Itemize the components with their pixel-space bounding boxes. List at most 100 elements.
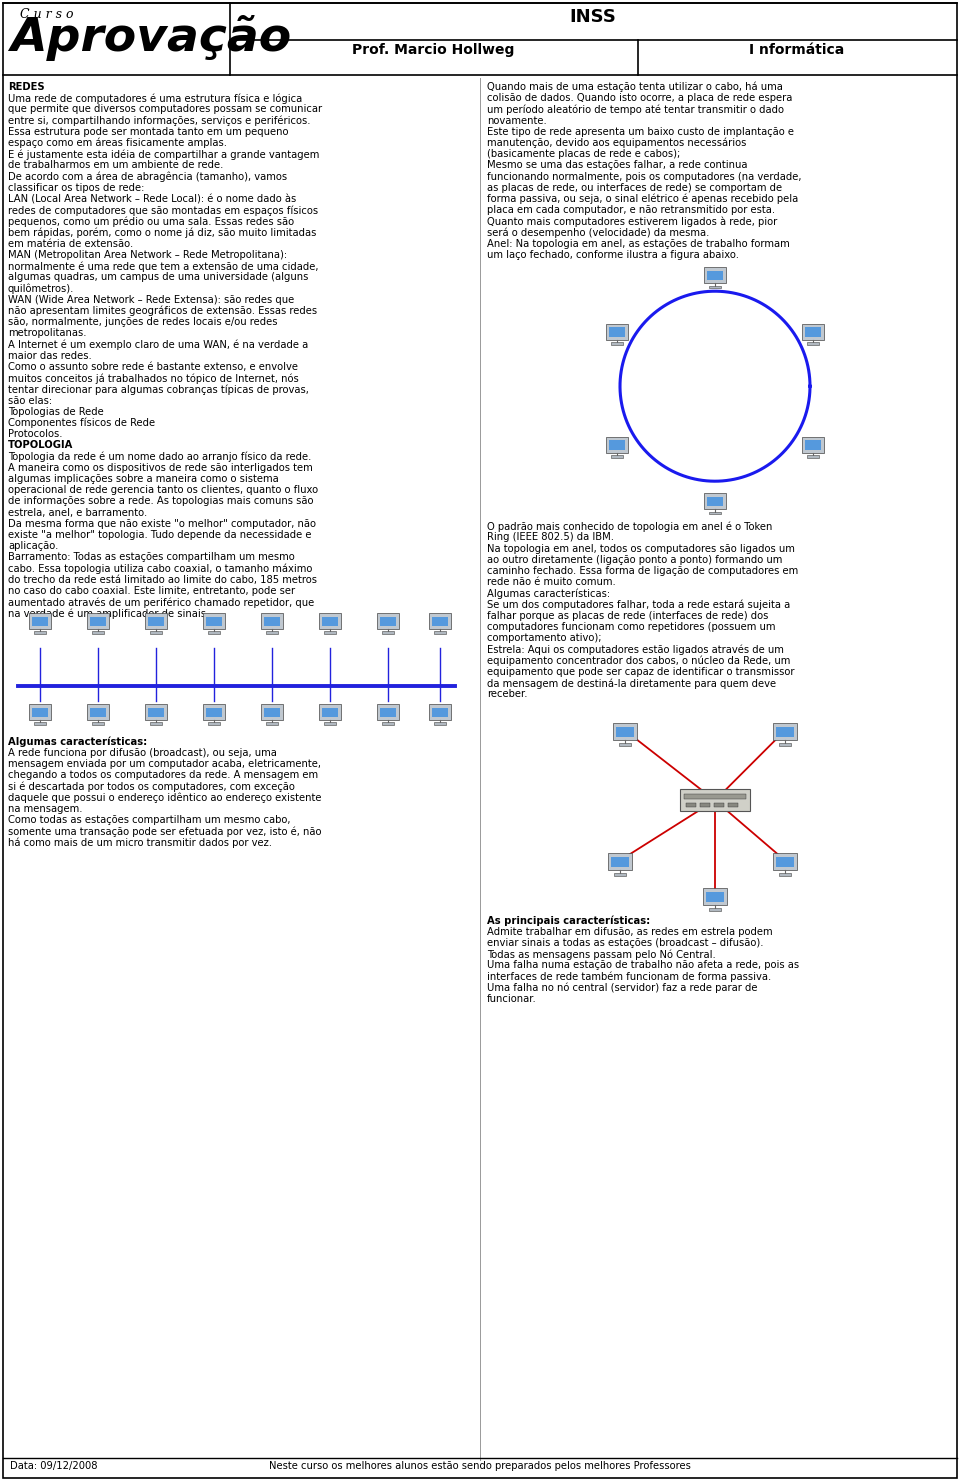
Text: ao outro diretamente (ligação ponto a ponto) formando um: ao outro diretamente (ligação ponto a po… — [487, 555, 782, 565]
Text: Na topologia em anel, todos os computadores são ligados um: Na topologia em anel, todos os computado… — [487, 544, 795, 553]
Bar — [434, 722, 445, 725]
Text: Barramento: Todas as estações compartilham um mesmo: Barramento: Todas as estações compartilh… — [8, 552, 295, 562]
Text: Como todas as estações compartilham um mesmo cabo,: Como todas as estações compartilham um m… — [8, 816, 291, 825]
Text: comportamento ativo);: comportamento ativo); — [487, 633, 602, 644]
Bar — [87, 612, 108, 629]
Bar — [323, 707, 338, 716]
Bar — [613, 873, 627, 876]
Text: MAN (Metropolitan Area Network – Rede Metropolitana):: MAN (Metropolitan Area Network – Rede Me… — [8, 251, 287, 260]
Text: rede não é muito comum.: rede não é muito comum. — [487, 577, 615, 587]
Text: A Internet é um exemplo claro de uma WAN, é na verdade a: A Internet é um exemplo claro de uma WAN… — [8, 340, 308, 350]
Bar — [324, 632, 336, 633]
Bar — [204, 704, 225, 719]
Bar — [434, 632, 445, 633]
Bar — [261, 612, 282, 629]
Text: falhar porque as placas de rede (interfaces de rede) dos: falhar porque as placas de rede (interfa… — [487, 611, 768, 621]
Text: placa em cada computador, e não retransmitido por esta.: placa em cada computador, e não retransm… — [487, 205, 775, 215]
Bar — [35, 632, 46, 633]
Text: metropolitanas.: metropolitanas. — [8, 328, 86, 338]
Text: as placas de rede, ou interfaces de rede) se comportam de: as placas de rede, ou interfaces de rede… — [487, 182, 782, 193]
Bar — [320, 704, 341, 719]
Text: Aprovação: Aprovação — [10, 15, 291, 61]
Bar — [30, 704, 51, 719]
Text: O padrão mais conhecido de topologia em anel é o Token: O padrão mais conhecido de topologia em … — [487, 521, 773, 532]
Bar — [92, 632, 104, 633]
Text: há como mais de um micro transmitir dados por vez.: há como mais de um micro transmitir dado… — [8, 838, 272, 848]
Bar — [432, 617, 447, 626]
Text: REDES: REDES — [8, 82, 44, 92]
Bar — [206, 707, 222, 716]
Text: operacional de rede gerencia tanto os clientes, quanto o fluxo: operacional de rede gerencia tanto os cl… — [8, 485, 318, 495]
Text: enviar sinais a todas as estações (broadcast – difusão).: enviar sinais a todas as estações (broad… — [487, 937, 763, 948]
Text: um laço fechado, conforme ilustra a figura abaixo.: um laço fechado, conforme ilustra a figu… — [487, 251, 739, 260]
Bar — [613, 722, 636, 740]
Text: As principais características:: As principais características: — [487, 915, 650, 925]
Bar — [684, 795, 746, 799]
Bar — [714, 804, 724, 807]
Text: mensagem enviada por um computador acaba, eletricamente,: mensagem enviada por um computador acaba… — [8, 759, 321, 770]
Text: da mensagem de destiná-la diretamente para quem deve: da mensagem de destiná-la diretamente pa… — [487, 678, 776, 688]
Bar — [382, 722, 394, 725]
Text: são elas:: são elas: — [8, 396, 52, 405]
Bar — [320, 612, 341, 629]
Text: de informações sobre a rede. As topologias mais comuns são: de informações sobre a rede. As topologi… — [8, 497, 314, 506]
Bar — [90, 617, 106, 626]
Text: De acordo com a área de abragência (tamanho), vamos: De acordo com a área de abragência (tama… — [8, 172, 287, 182]
Bar — [208, 632, 220, 633]
Bar — [90, 707, 106, 716]
Bar — [266, 632, 277, 633]
Bar — [429, 612, 450, 629]
Text: Data: 09/12/2008: Data: 09/12/2008 — [10, 1461, 98, 1471]
Text: Uma falha no nó central (servidor) faz a rede parar de: Uma falha no nó central (servidor) faz a… — [487, 983, 757, 994]
Text: Da mesma forma que não existe "o melhor" computador, não: Da mesma forma que não existe "o melhor"… — [8, 519, 316, 529]
Bar — [429, 704, 450, 719]
Text: na verdade é um amplificador de sinais.: na verdade é um amplificador de sinais. — [8, 608, 209, 618]
Bar — [145, 612, 167, 629]
Bar — [612, 857, 629, 868]
Bar — [807, 343, 819, 346]
Text: Uma falha numa estação de trabalho não afeta a rede, pois as: Uma falha numa estação de trabalho não a… — [487, 960, 799, 970]
Text: TOPOLOGIA: TOPOLOGIA — [8, 440, 73, 451]
Text: Ring (IEEE 802.5) da IBM.: Ring (IEEE 802.5) da IBM. — [487, 532, 614, 543]
Text: no caso do cabo coaxial. Este limite, entretanto, pode ser: no caso do cabo coaxial. Este limite, en… — [8, 586, 295, 596]
Text: um período aleatório de tempo até tentar transmitir o dado: um período aleatório de tempo até tentar… — [487, 104, 784, 114]
Bar — [380, 707, 396, 716]
Bar — [779, 873, 791, 876]
Bar — [606, 436, 628, 452]
Bar — [728, 804, 738, 807]
Bar — [382, 632, 394, 633]
Bar — [432, 707, 447, 716]
Text: colisão de dados. Quando isto ocorre, a placa de rede espera: colisão de dados. Quando isto ocorre, a … — [487, 93, 792, 104]
Bar — [680, 789, 750, 811]
Text: daquele que possui o endereço idêntico ao endereço existente: daquele que possui o endereço idêntico a… — [8, 792, 322, 804]
Text: estrela, anel, e barramento.: estrela, anel, e barramento. — [8, 507, 147, 518]
Bar — [777, 727, 794, 737]
Bar — [30, 612, 51, 629]
Bar — [377, 704, 398, 719]
Text: I nformática: I nformática — [750, 43, 845, 56]
Text: classificar os tipos de rede:: classificar os tipos de rede: — [8, 182, 144, 193]
Bar — [33, 617, 48, 626]
Text: tentar direcionar para algumas cobranças típicas de provas,: tentar direcionar para algumas cobranças… — [8, 384, 309, 394]
Text: Se um dos computadores falhar, toda a rede estará sujeita a: Se um dos computadores falhar, toda a re… — [487, 599, 790, 610]
Bar — [804, 440, 821, 449]
Text: caminho fechado. Essa forma de ligação de computadores em: caminho fechado. Essa forma de ligação d… — [487, 567, 799, 575]
Text: quilômetros).: quilômetros). — [8, 283, 74, 294]
Text: não apresentam limites geográficos de extensão. Essas redes: não apresentam limites geográficos de ex… — [8, 305, 317, 316]
Text: cabo. Essa topologia utiliza cabo coaxial, o tamanho máximo: cabo. Essa topologia utiliza cabo coaxia… — [8, 564, 312, 574]
Bar — [151, 632, 161, 633]
Text: Todas as mensagens passam pelo Nó Central.: Todas as mensagens passam pelo Nó Centra… — [487, 949, 716, 960]
Text: LAN (Local Area Network – Rede Local): é o nome dado às: LAN (Local Area Network – Rede Local): é… — [8, 194, 297, 205]
Bar — [610, 328, 625, 337]
Text: são, normalmente, junções de redes locais e/ou redes: são, normalmente, junções de redes locai… — [8, 317, 277, 328]
Text: receber.: receber. — [487, 690, 527, 698]
Text: Estrela: Aqui os computadores estão ligados através de um: Estrela: Aqui os computadores estão liga… — [487, 645, 784, 655]
Bar — [380, 617, 396, 626]
Bar — [704, 492, 726, 509]
Bar — [323, 617, 338, 626]
Text: espaço como em áreas fisicamente amplas.: espaço como em áreas fisicamente amplas. — [8, 138, 227, 148]
Bar — [149, 617, 163, 626]
Text: WAN (Wide Area Network – Rede Extensa): são redes que: WAN (Wide Area Network – Rede Extensa): … — [8, 295, 295, 305]
Bar — [208, 722, 220, 725]
Bar — [707, 891, 724, 903]
